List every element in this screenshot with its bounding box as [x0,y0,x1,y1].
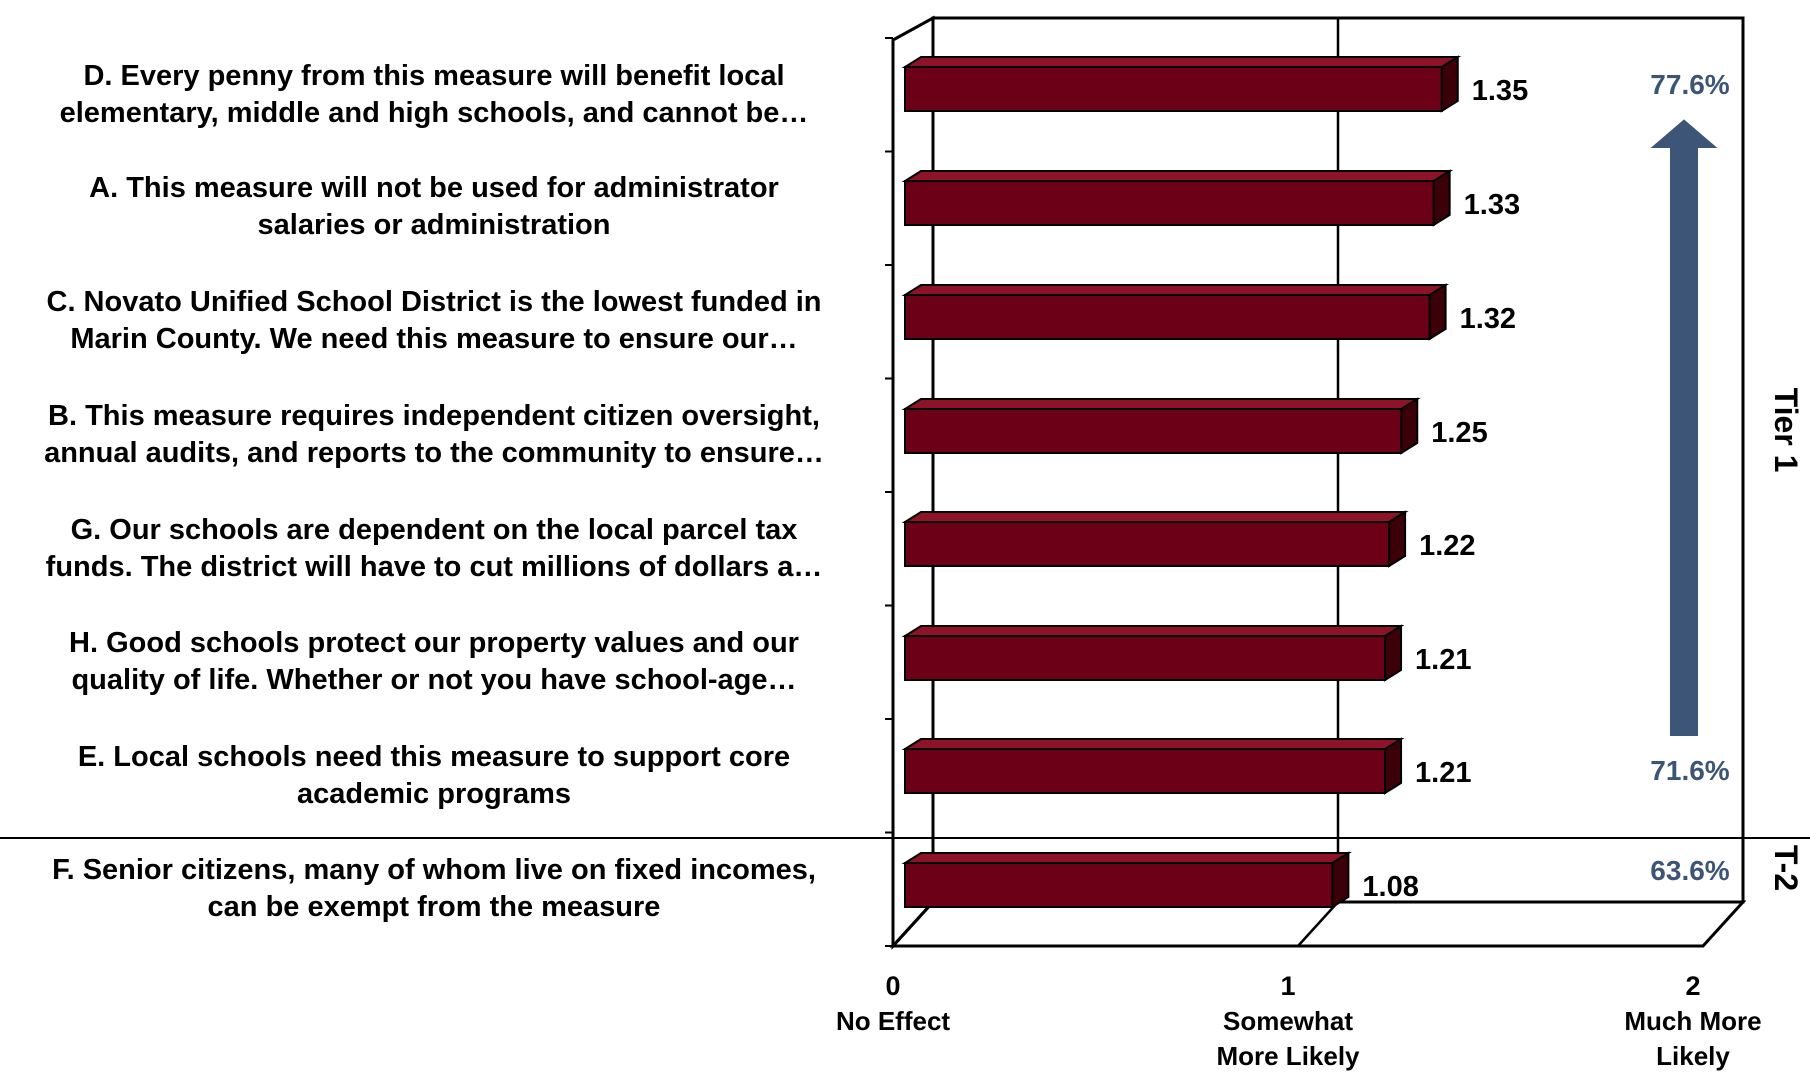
bar-top-face [901,625,1405,637]
bar [904,635,1387,681]
x-tick-label: 1 [1280,971,1295,1001]
bar-value-label: 1.25 [1431,417,1487,449]
bar-side-face [1440,55,1459,113]
bar-value-label: 1.32 [1460,303,1516,335]
bar [904,521,1391,567]
bar-side-face [1331,851,1350,909]
bar-side-face [1432,169,1451,227]
category-label: A. This measure will not be used for adm… [0,170,868,244]
bar [904,408,1403,454]
bar-value-label: 1.08 [1362,871,1418,903]
category-label-line: G. Our schools are dependent on the loca… [70,514,798,546]
category-label-line: elementary, middle and high schools, and… [59,97,809,129]
tier2-percent: 63.6% [1650,855,1729,886]
bar [904,66,1443,112]
bar-value-label: 1.22 [1419,530,1475,562]
bar-top-face [901,738,1405,750]
x-tick-label: 2 [1685,971,1700,1001]
category-label-line: E. Local schools need this measure to su… [77,741,791,773]
category-label: B. This measure requires independent cit… [0,398,868,472]
bar-top-face [901,398,1421,410]
tier1-top-percent: 77.6% [1650,69,1729,100]
category-label-line: quality of life. Whether or not you have… [71,664,797,696]
category-label: E. Local schools need this measure to su… [0,739,868,813]
bar-side-face [1428,283,1447,341]
bar-top-face [901,284,1450,296]
tier-arrow-shaft [1670,140,1698,736]
category-label-line: D. Every penny from this measure will be… [83,60,785,92]
category-label: D. Every penny from this measure will be… [0,58,868,132]
x-tick-caption: Likely [1656,1041,1730,1071]
x-tick-caption: More Likely [1216,1041,1360,1071]
bar [904,748,1387,794]
category-label-line: annual audits, and reports to the commun… [44,437,824,469]
x-tick-caption: Somewhat [1223,1006,1353,1036]
bar-side-face [1384,624,1403,682]
bar-value-label: 1.21 [1415,757,1471,789]
x-tick-label: 0 [885,971,900,1001]
bar-top-face [901,852,1352,864]
category-label-line: H. Good schools protect our property val… [69,627,799,659]
x-tick-caption: No Effect [836,1006,950,1036]
category-label-line: B. This measure requires independent cit… [48,400,820,432]
category-label-line: salaries or administration [257,209,611,241]
bar-side-face [1400,397,1419,455]
tier2-label: T-2 [1768,845,1804,891]
bar-top-face [901,511,1409,523]
bar-value-label: 1.33 [1464,189,1520,221]
bar-value-label: 1.21 [1415,644,1471,676]
category-label-line: academic programs [296,778,571,810]
category-label-line: A. This measure will not be used for adm… [89,172,779,204]
category-label-line: C. Novato Unified School District is the… [46,286,822,318]
bar-side-face [1388,510,1407,568]
category-label-line: can be exempt from the measure [207,891,661,923]
x-tick-caption: Much More [1624,1006,1761,1036]
bar-top-face [901,56,1462,68]
category-label: G. Our schools are dependent on the loca… [0,512,868,586]
category-label-line: Marin County. We need this measure to en… [70,323,798,355]
bar-side-face [1384,737,1403,795]
category-label: H. Good schools protect our property val… [0,625,868,699]
bar-value-label: 1.35 [1472,75,1528,107]
bar [904,862,1334,908]
category-label: C. Novato Unified School District is the… [0,284,868,358]
tier1-label: Tier 1 [1768,388,1804,473]
category-label-line: funds. The district will have to cut mil… [45,551,823,583]
category-label-line: F. Senior citizens, many of whom live on… [52,854,816,886]
category-label: F. Senior citizens, many of whom live on… [0,852,868,926]
chart-left-wall [891,15,935,950]
tier1-bottom-percent: 71.6% [1650,755,1729,786]
gridline-floor [1297,901,1339,947]
bar [904,294,1431,340]
tier-arrow-head-cap [1650,119,1718,148]
bar-top-face [901,170,1454,182]
bar [904,180,1435,226]
